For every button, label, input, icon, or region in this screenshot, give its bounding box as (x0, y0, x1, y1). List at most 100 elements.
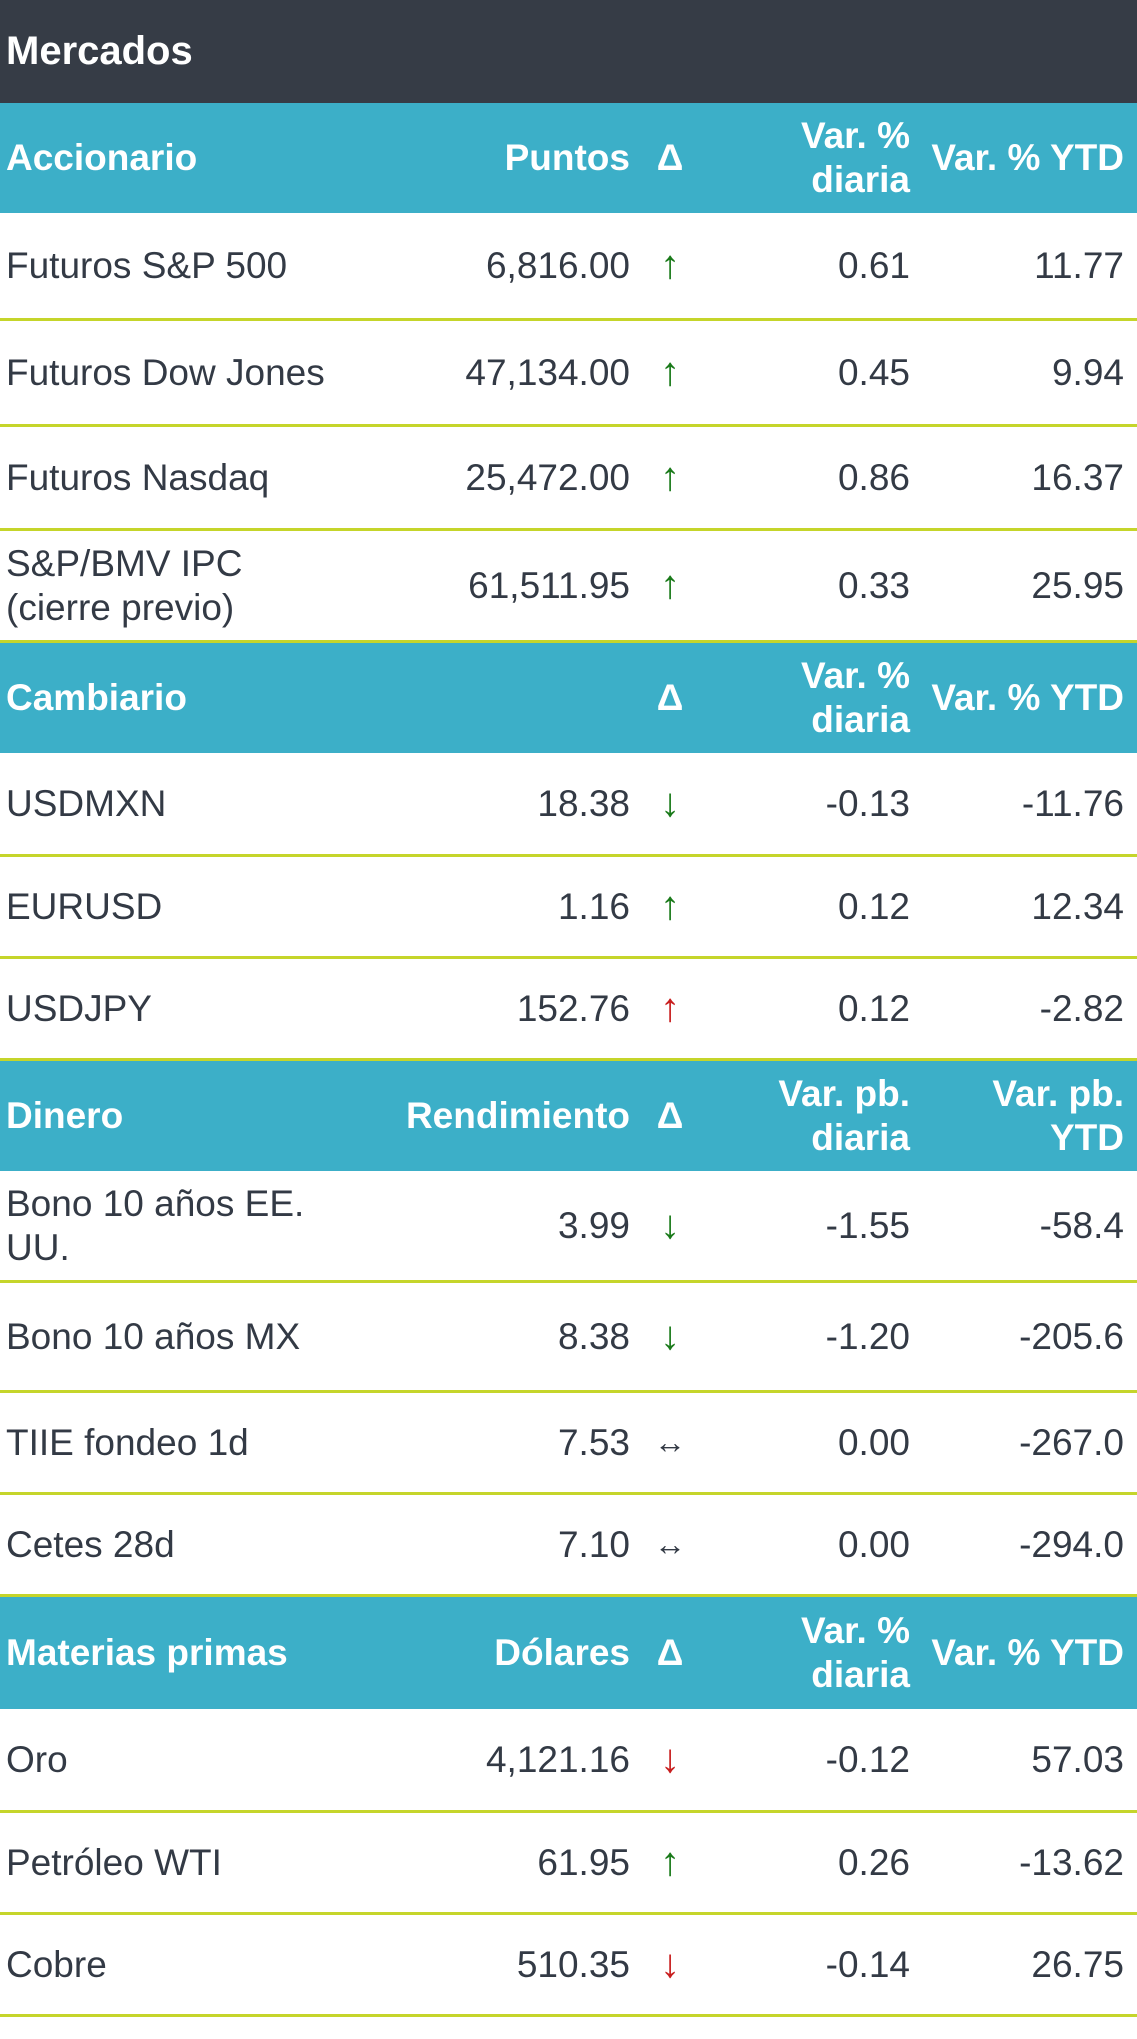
cell-4: -1.55 (825, 1204, 910, 1246)
table-row: Cobre 510.35 ↓ -0.14 26.75 (0, 1915, 1137, 2017)
cell-5: -58.4 (1039, 1204, 1124, 1246)
table-row: EURUSD 1.16 ↑ 0.12 12.34 (0, 857, 1137, 959)
cell-2: 7.53 (557, 1421, 630, 1463)
cell-1: Oro (6, 1738, 68, 1780)
cell-2: 152.76 (516, 987, 630, 1029)
header-cell-4: Var. % diaria (800, 1610, 910, 1695)
cell-5: -13.62 (1019, 1841, 1124, 1883)
cell-5: 57.03 (1031, 1738, 1124, 1780)
cell-4: 0.61 (837, 244, 910, 286)
table-row: USDJPY 152.76 ↑ 0.12 -2.82 (0, 959, 1137, 1061)
cell-5: -205.6 (1019, 1315, 1124, 1357)
header-cell-1: Accionario (6, 137, 198, 179)
header-cell-2: Rendimiento (405, 1095, 630, 1137)
cell-2: 3.99 (557, 1204, 630, 1246)
up-arrow-icon: ↑ (660, 1839, 680, 1884)
cell-1: Futuros Nasdaq (6, 456, 270, 498)
up-arrow-icon: ↑ (660, 349, 680, 394)
down-arrow-icon: ↓ (660, 1941, 680, 1986)
cell-4: -0.14 (825, 1943, 910, 1985)
cell-2: 47,134.00 (465, 351, 630, 393)
table-row: USDMXN 18.38 ↓ -0.13 -11.76 (0, 753, 1137, 857)
cell-1: Futuros Dow Jones (6, 351, 325, 393)
cell-4: 0.45 (837, 351, 910, 393)
cell-2: 510.35 (516, 1943, 630, 1985)
table-row: Cetes 28d 7.10 ↔ 0.00 -294.0 (0, 1495, 1137, 1597)
table-row: Petróleo WTI 61.95 ↑ 0.26 -13.62 (0, 1813, 1137, 1915)
header-cell-3: Δ (656, 1632, 684, 1674)
cell-2: 6,816.00 (485, 244, 630, 286)
cell-5: 9.94 (1051, 351, 1124, 393)
cell-4: 0.00 (837, 1523, 910, 1565)
header-cell-3: Δ (656, 1095, 684, 1137)
table-row: S&P/BMV IPC (cierre previo) 61,511.95 ↑ 0.3… (0, 531, 1137, 643)
cell-5: 11.77 (1034, 244, 1124, 286)
header-cell-5: Var. % YTD (931, 1632, 1124, 1674)
down-arrow-icon: ↓ (660, 780, 680, 825)
cell-4: -0.13 (825, 782, 910, 824)
cell-5: 12.34 (1031, 885, 1124, 927)
table-row: Futuros Dow Jones 47,134.00 ↑ 0.45 9.94 (0, 321, 1137, 427)
header-cell-2: Puntos (504, 137, 630, 179)
header-cell-3: Δ (656, 677, 684, 719)
header-cell-3: Δ (656, 137, 684, 179)
cell-5: 26.75 (1031, 1943, 1124, 1985)
table-row: Bono 10 años EE. UU. 3.99 ↓ -1.55 -58.4 (0, 1171, 1137, 1283)
cell-5: 25.95 (1031, 564, 1124, 606)
header-cell-4: Var. pb. diaria (778, 1073, 910, 1158)
flat-arrow-icon: ↔ (654, 1423, 686, 1460)
cell-2: 1.16 (557, 885, 630, 927)
cell-4: 0.12 (837, 987, 910, 1029)
table-title: Mercados (0, 0, 1137, 103)
header-cell-4: Var. % diaria (800, 655, 910, 740)
table-row: Futuros S&P 500 6,816.00 ↑ 0.61 11.77 (0, 213, 1137, 321)
cell-1: Bono 10 años MX (6, 1315, 301, 1357)
cell-1: Cetes 28d (6, 1523, 175, 1565)
cell-2: 61,511.95 (468, 564, 630, 606)
cell-4: 0.12 (837, 885, 910, 927)
down-arrow-icon: ↓ (660, 1313, 680, 1358)
cell-2: 4,121.16 (485, 1738, 630, 1780)
cell-4: 0.00 (837, 1421, 910, 1463)
up-arrow-icon: ↑ (660, 883, 680, 928)
section-header: Accionario Puntos Δ Var. % diaria Var. % YTD (0, 103, 1137, 213)
table-row: TIIE fondeo 1d 7.53 ↔ 0.00 -267.0 (0, 1393, 1137, 1495)
header-cell-2: Dólares (494, 1632, 630, 1674)
cell-4: -1.20 (825, 1315, 910, 1357)
cell-1: EURUSD (6, 885, 163, 927)
cell-5: -11.76 (1021, 782, 1124, 824)
cell-1: Bono 10 años EE. UU. (6, 1182, 305, 1268)
down-arrow-icon: ↓ (660, 1736, 680, 1781)
up-arrow-icon: ↑ (660, 985, 680, 1030)
cell-2: 61.95 (537, 1841, 630, 1883)
cell-5: -294.0 (1019, 1523, 1124, 1565)
header-cell-1: Cambiario (6, 677, 187, 719)
cell-1: Futuros S&P 500 (6, 244, 288, 286)
table-row: Oro 4,121.16 ↓ -0.12 57.03 (0, 1709, 1137, 1813)
cell-2: 18.38 (537, 782, 630, 824)
cell-2: 7.10 (557, 1523, 630, 1565)
cell-5: -267.0 (1019, 1421, 1124, 1463)
header-cell-4: Var. % diaria (800, 115, 910, 200)
cell-1: Petróleo WTI (6, 1841, 222, 1883)
section-header: Cambiario Δ Var. % diaria Var. % YTD (0, 643, 1137, 753)
cell-1: TIIE fondeo 1d (6, 1421, 249, 1463)
table-row: Bono 10 años MX 8.38 ↓ -1.20 -205.6 (0, 1283, 1137, 1393)
header-cell-5: Var. pb. YTD (992, 1073, 1124, 1158)
up-arrow-icon: ↑ (660, 454, 680, 499)
cell-1: S&P/BMV IPC (cierre previo) (6, 542, 243, 628)
cell-2: 8.38 (557, 1315, 630, 1357)
section-header: Dinero Rendimiento Δ Var. pb. diaria Var. pb… (0, 1061, 1137, 1171)
header-cell-5: Var. % YTD (931, 137, 1124, 179)
table-row: Futuros Nasdaq 25,472.00 ↑ 0.86 16.37 (0, 427, 1137, 531)
cell-1: Cobre (6, 1943, 107, 1985)
up-arrow-icon: ↑ (660, 242, 680, 287)
cell-4: 0.33 (837, 564, 910, 606)
header-cell-1: Materias primas (6, 1632, 288, 1674)
cell-1: USDJPY (6, 987, 152, 1029)
section-header: Materias primas Dólares Δ Var. % diaria Var.… (0, 1597, 1137, 1709)
cell-5: -2.82 (1039, 987, 1124, 1029)
up-arrow-icon: ↑ (660, 562, 680, 607)
cell-5: 16.37 (1031, 456, 1124, 498)
